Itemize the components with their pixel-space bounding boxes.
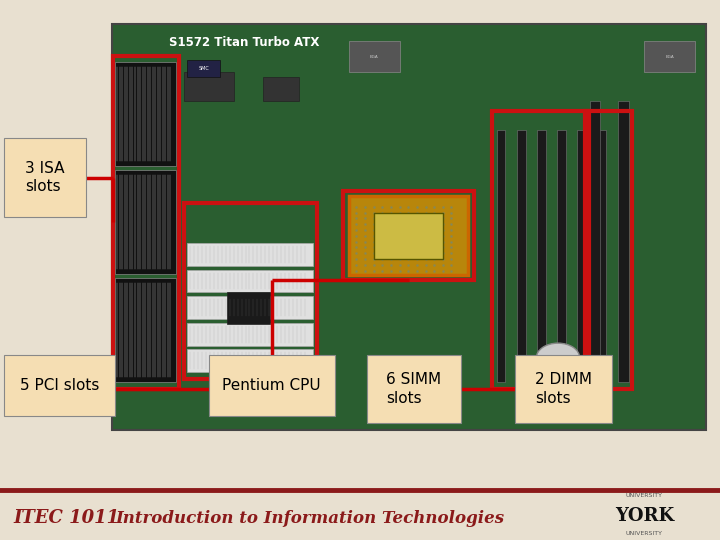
Bar bbox=[115, 278, 176, 382]
Bar bbox=[644, 41, 695, 72]
Text: YORK: YORK bbox=[615, 507, 674, 525]
Bar bbox=[585, 111, 632, 389]
Circle shape bbox=[536, 343, 580, 372]
Text: 3 ISA
slots: 3 ISA slots bbox=[25, 161, 65, 194]
Bar bbox=[115, 62, 176, 166]
Bar bbox=[618, 102, 629, 382]
Bar bbox=[112, 24, 706, 430]
Bar bbox=[4, 138, 86, 218]
Bar bbox=[227, 292, 270, 324]
Text: SMC: SMC bbox=[199, 66, 209, 71]
Bar bbox=[115, 170, 176, 274]
Bar bbox=[374, 213, 443, 259]
Text: EGA: EGA bbox=[665, 55, 674, 58]
Bar bbox=[343, 191, 474, 280]
Bar bbox=[187, 296, 313, 319]
Bar bbox=[263, 77, 299, 102]
Bar bbox=[187, 349, 313, 372]
Bar bbox=[517, 131, 526, 382]
Text: EGA: EGA bbox=[370, 55, 379, 58]
Bar bbox=[187, 269, 313, 292]
Text: Pentium CPU: Pentium CPU bbox=[222, 378, 321, 393]
Bar bbox=[187, 323, 313, 346]
Text: 2 DIMM
slots: 2 DIMM slots bbox=[535, 372, 592, 406]
Bar bbox=[598, 131, 606, 382]
Bar bbox=[187, 243, 313, 266]
Bar bbox=[367, 355, 461, 423]
Text: 6 SIMM
slots: 6 SIMM slots bbox=[387, 372, 441, 406]
Bar bbox=[184, 203, 317, 380]
Text: S1572 Titan Turbo ATX: S1572 Titan Turbo ATX bbox=[169, 36, 320, 49]
Bar bbox=[184, 72, 234, 102]
Bar bbox=[209, 355, 335, 416]
Text: Introduction to Information Technologies: Introduction to Information Technologies bbox=[115, 510, 504, 527]
Bar bbox=[497, 131, 505, 382]
Text: UNIVERSITY: UNIVERSITY bbox=[626, 531, 663, 536]
Bar bbox=[4, 355, 115, 416]
Bar bbox=[349, 41, 400, 72]
Bar bbox=[492, 111, 589, 389]
Text: UNIVERSITY: UNIVERSITY bbox=[626, 493, 663, 498]
Bar bbox=[113, 56, 179, 389]
Bar bbox=[349, 195, 468, 275]
Bar bbox=[557, 131, 566, 382]
Bar bbox=[187, 60, 220, 77]
Bar bbox=[590, 102, 600, 382]
Text: ITEC 1011: ITEC 1011 bbox=[13, 509, 119, 528]
Bar bbox=[537, 131, 546, 382]
Bar bbox=[515, 355, 612, 423]
Bar bbox=[577, 131, 586, 382]
Text: 5 PCI slots: 5 PCI slots bbox=[19, 378, 99, 393]
